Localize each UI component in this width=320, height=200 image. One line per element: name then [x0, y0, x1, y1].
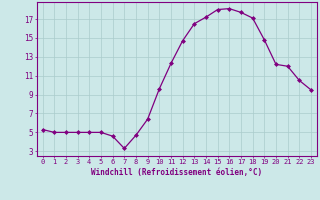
X-axis label: Windchill (Refroidissement éolien,°C): Windchill (Refroidissement éolien,°C)	[91, 168, 262, 177]
